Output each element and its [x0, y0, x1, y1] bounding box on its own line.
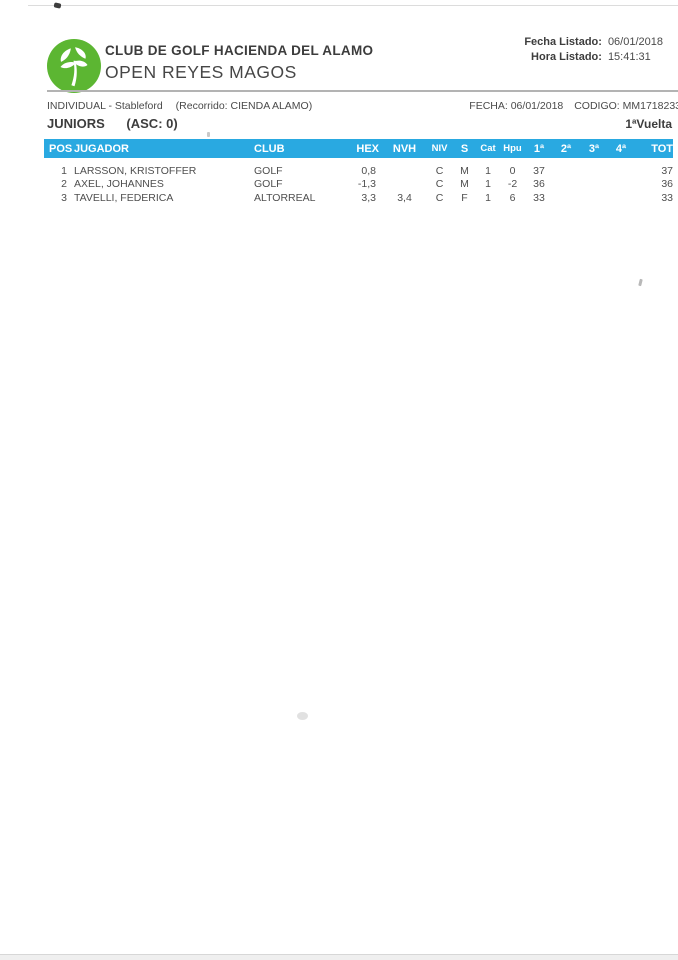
- fecha-listado-label: Fecha Listado:: [524, 36, 602, 48]
- cell-hex: 3,3: [361, 191, 376, 204]
- col-header-round3: 3ª: [588, 142, 600, 155]
- col-header-round4: 4ª: [615, 142, 627, 155]
- cell-s: M: [460, 164, 469, 177]
- title-block: CLUB DE GOLF HACIENDA DEL ALAMO OPEN REY…: [105, 43, 373, 83]
- table-row: 2 AXEL, JOHANNES GOLF -1,3 C M 1 -2 36 3…: [44, 178, 673, 192]
- fecha-text: FECHA: 06/01/2018: [469, 100, 564, 112]
- cell-round1: 37: [533, 164, 545, 177]
- scan-bottom-edge: [0, 954, 678, 960]
- cell-cat: 1: [485, 164, 491, 177]
- round-label: 1ªVuelta: [625, 117, 672, 131]
- scan-edge-line: [28, 5, 678, 6]
- table-row: 3 TAVELLI, FEDERICA ALTORREAL 3,3 3,4 C …: [44, 191, 673, 205]
- col-header-jugador: JUGADOR: [74, 142, 130, 155]
- cell-round4: [608, 178, 634, 192]
- cell-jugador: TAVELLI, FEDERICA: [74, 191, 174, 204]
- cell-total: 36: [661, 178, 673, 191]
- cell-total: 37: [661, 164, 673, 177]
- cell-hpu: 6: [509, 191, 516, 204]
- cell-hex: -1,3: [357, 178, 376, 191]
- col-header-niv: NIV: [431, 143, 448, 154]
- col-header-round2: 2ª: [560, 142, 572, 155]
- col-header-hex: HEX: [356, 142, 379, 155]
- col-header-hpu: Hpu: [503, 143, 522, 154]
- cell-round2: [552, 178, 580, 192]
- cell-hpu: 0: [509, 164, 516, 177]
- cell-pos: 1: [61, 164, 67, 177]
- cell-round2: [552, 158, 580, 178]
- cell-round3: [580, 178, 608, 192]
- event-name: OPEN REYES MAGOS: [105, 62, 297, 82]
- hora-listado-label: Hora Listado:: [531, 51, 602, 63]
- scan-speck: [638, 278, 643, 287]
- cell-jugador: LARSSON, KRISTOFFER: [74, 164, 197, 177]
- category-name: JUNIORS: [47, 116, 105, 131]
- category-asc: (ASC: 0): [126, 116, 178, 131]
- table-row: 1 LARSSON, KRISTOFFER GOLF 0,8 C M 1 0 3…: [44, 158, 673, 178]
- listing-info: Fecha Listado: 06/01/2018 Hora Listado: …: [524, 36, 663, 63]
- scan-speck: [207, 132, 210, 137]
- cell-hex: 0,8: [361, 164, 376, 177]
- results-table: POS JUGADOR CLUB HEX NVH NIV S Cat Hpu 1…: [44, 139, 673, 205]
- competition-meta-row: INDIVIDUAL - Stableford (Recorrido: CIEN…: [47, 100, 678, 114]
- category-row: JUNIORS (ASC: 0) 1ªVuelta: [47, 116, 672, 132]
- cell-club: GOLF: [254, 178, 283, 191]
- col-header-s: S: [460, 142, 469, 155]
- fecha-listado-value: 06/01/2018: [607, 36, 663, 48]
- cell-s: M: [460, 178, 469, 191]
- scan-smudge: [297, 712, 308, 720]
- competition-format: INDIVIDUAL - Stableford (Recorrido: CIEN…: [47, 100, 312, 112]
- cell-nvh: [382, 158, 427, 178]
- recorrido-text: (Recorrido: CIENDA ALAMO): [175, 100, 313, 112]
- cell-round4: [608, 158, 634, 178]
- cell-nvh: 3,4: [397, 191, 412, 204]
- header-divider: [47, 90, 678, 92]
- cell-s: F: [461, 191, 468, 204]
- cell-nvh: [382, 178, 427, 192]
- cell-round2: [552, 191, 580, 205]
- cell-pos: 3: [61, 191, 67, 204]
- cell-cat: 1: [485, 178, 491, 191]
- cell-hpu: -2: [507, 178, 518, 191]
- scan-speck: [53, 2, 62, 9]
- club-name: CLUB DE GOLF HACIENDA DEL ALAMO: [105, 43, 374, 58]
- competition-codes: FECHA: 06/01/2018 CODIGO: MM1718233: [469, 100, 678, 112]
- col-header-pos: POS: [49, 142, 73, 155]
- table-header-row: POS JUGADOR CLUB HEX NVH NIV S Cat Hpu 1…: [44, 139, 673, 158]
- codigo-text: CODIGO: MM1718233: [574, 100, 678, 112]
- category-title: JUNIORS (ASC: 0): [47, 116, 178, 131]
- hora-listado-value: 15:41:31: [607, 51, 651, 63]
- format-text: INDIVIDUAL - Stableford: [47, 100, 163, 112]
- col-header-round1: 1ª: [533, 142, 545, 155]
- col-header-club: CLUB: [254, 142, 285, 155]
- cell-round1: 36: [533, 178, 545, 191]
- col-header-cat: Cat: [480, 143, 496, 154]
- cell-round1: 33: [533, 191, 545, 204]
- cell-jugador: AXEL, JOHANNES: [74, 178, 164, 191]
- cell-niv: C: [435, 164, 444, 177]
- cell-cat: 1: [485, 191, 491, 204]
- cell-round3: [580, 191, 608, 205]
- cell-club: GOLF: [254, 164, 283, 177]
- col-header-total: TOT: [651, 142, 673, 155]
- cell-round3: [580, 158, 608, 178]
- col-header-nvh: NVH: [392, 142, 417, 155]
- cell-niv: C: [435, 191, 444, 204]
- cell-round4: [608, 191, 634, 205]
- palm-tree-icon: [47, 39, 101, 93]
- cell-club: ALTORREAL: [254, 191, 316, 204]
- cell-total: 33: [661, 191, 673, 204]
- cell-pos: 2: [61, 178, 67, 191]
- club-logo-icon: [47, 39, 101, 93]
- cell-niv: C: [435, 178, 444, 191]
